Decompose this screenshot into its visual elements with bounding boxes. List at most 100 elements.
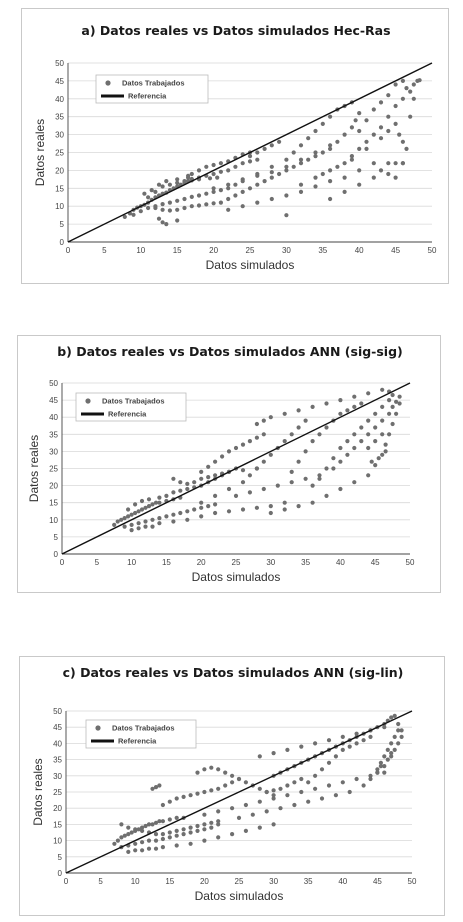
data-point: [160, 836, 165, 842]
data-point: [153, 838, 159, 843]
x-tick-label: 35: [301, 558, 310, 567]
data-point: [342, 175, 347, 180]
data-point: [393, 175, 398, 180]
data-point: [182, 196, 187, 202]
data-point: [185, 481, 190, 486]
data-point: [298, 161, 304, 166]
data-point: [340, 747, 345, 752]
data-point: [213, 510, 218, 516]
data-point: [206, 475, 211, 480]
data-point: [175, 177, 180, 182]
data-point: [313, 150, 318, 155]
data-point: [240, 189, 245, 194]
data-point: [271, 796, 276, 801]
data-point: [376, 456, 381, 461]
data-point: [378, 764, 383, 769]
data-point: [188, 830, 193, 835]
data-point: [310, 500, 315, 505]
y-tick-label: 0: [54, 550, 59, 559]
data-point: [296, 408, 301, 413]
data-point: [254, 421, 259, 427]
data-point: [220, 454, 225, 459]
data-point: [233, 493, 239, 498]
data-point: [284, 213, 289, 218]
data-point: [357, 146, 362, 151]
data-point: [399, 734, 404, 739]
data-point: [192, 507, 197, 512]
data-point: [393, 103, 398, 109]
y-tick-label: 10: [53, 837, 62, 846]
data-point: [133, 510, 138, 516]
data-point: [218, 169, 223, 174]
data-point: [299, 776, 304, 782]
data-point: [349, 154, 354, 159]
data-point: [361, 783, 366, 788]
data-point: [396, 728, 401, 733]
data-point: [202, 812, 207, 817]
data-point: [156, 216, 162, 221]
data-point: [160, 184, 165, 189]
data-point: [375, 767, 380, 772]
data-point: [386, 114, 391, 119]
data-point: [171, 512, 176, 517]
x-tick-label: 20: [209, 246, 218, 255]
x-tick-label: 5: [95, 558, 100, 567]
data-point: [196, 193, 202, 198]
data-point: [317, 476, 322, 481]
data-point: [178, 488, 183, 493]
data-point: [268, 510, 273, 516]
data-point: [324, 493, 329, 498]
data-point: [136, 509, 141, 514]
data-point: [199, 476, 204, 481]
data-point: [320, 171, 325, 177]
data-point: [399, 728, 404, 733]
data-point: [240, 468, 246, 473]
data-point: [142, 191, 147, 196]
data-point: [254, 466, 259, 471]
x-tick-label: 50: [406, 558, 415, 567]
data-point: [284, 157, 289, 162]
data-point: [213, 502, 218, 507]
data-point: [392, 747, 397, 752]
data-point: [354, 731, 359, 736]
data-point: [268, 452, 273, 457]
data-point: [400, 139, 405, 144]
data-point: [136, 521, 141, 526]
data-point: [298, 143, 304, 148]
data-point: [171, 476, 176, 481]
legend-label-points: Datos Trabajados: [122, 79, 185, 88]
data-point: [357, 128, 362, 134]
data-point: [126, 507, 131, 512]
data-point: [186, 173, 191, 178]
data-point: [368, 773, 373, 778]
data-point: [373, 411, 378, 416]
data-point: [303, 476, 308, 481]
data-point: [223, 783, 228, 788]
data-point: [199, 505, 204, 510]
data-point: [257, 754, 262, 759]
data-point: [271, 751, 276, 756]
data-point: [285, 747, 290, 752]
data-point: [211, 201, 216, 206]
data-point: [382, 764, 387, 769]
data-point: [324, 466, 329, 471]
data-point: [319, 796, 325, 801]
data-point: [146, 838, 152, 843]
data-point: [282, 411, 287, 416]
data-point: [359, 401, 364, 406]
chart-a-svg: a) Datos reales vs Datos simulados Hec-R…: [33, 23, 437, 272]
data-point: [319, 767, 325, 772]
data-point: [292, 780, 297, 785]
data-point: [335, 139, 340, 144]
data-point: [211, 186, 216, 191]
data-point: [313, 786, 318, 791]
data-point: [196, 168, 202, 173]
data-point: [247, 154, 253, 159]
data-point: [136, 827, 141, 832]
data-point: [157, 495, 162, 500]
data-point: [126, 514, 131, 519]
data-point: [371, 175, 376, 180]
data-point: [352, 404, 357, 409]
y-tick-label: 0: [60, 238, 65, 247]
y-tick-label: 20: [49, 482, 58, 491]
